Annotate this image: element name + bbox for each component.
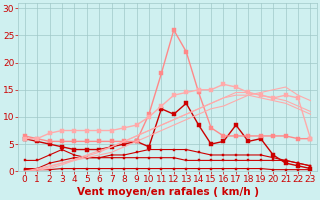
- X-axis label: Vent moyen/en rafales ( km/h ): Vent moyen/en rafales ( km/h ): [76, 187, 259, 197]
